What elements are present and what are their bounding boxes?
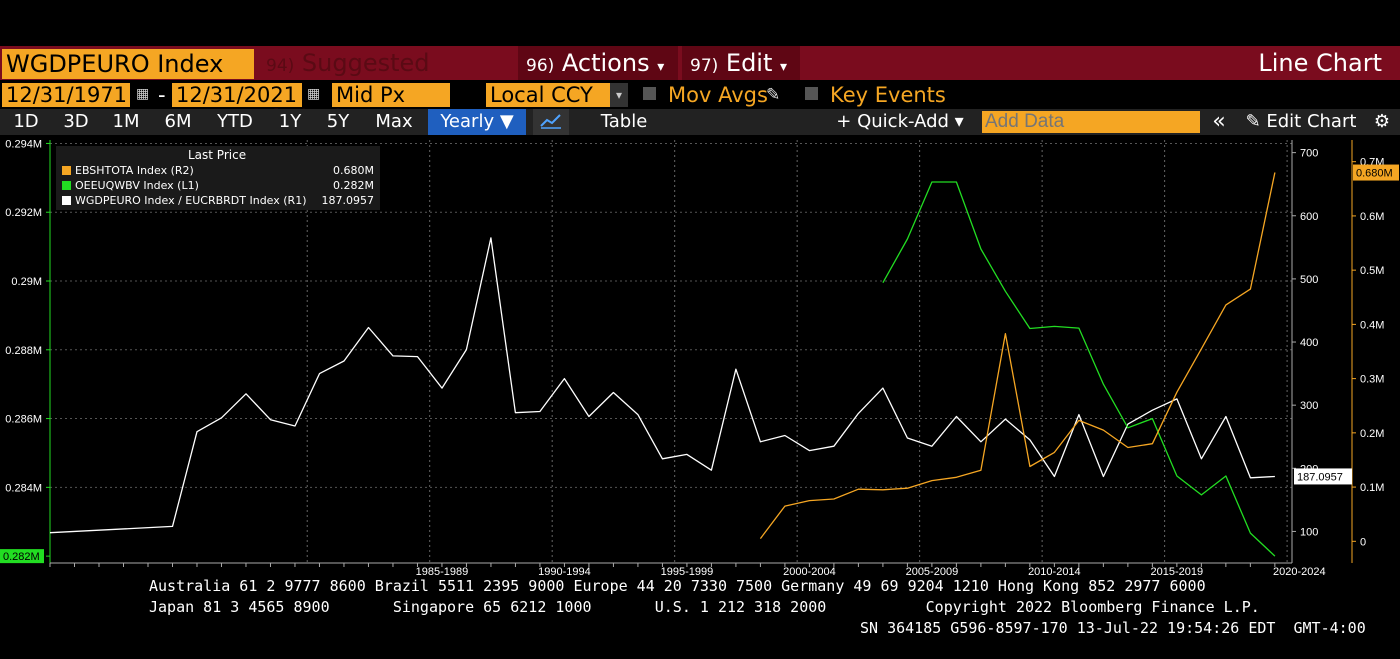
x-tick-label: 1990-1994 bbox=[538, 566, 591, 578]
right2-tick-label: 0.5M bbox=[1360, 265, 1384, 277]
quick-add-button[interactable]: + Quick-Add ▾ bbox=[836, 111, 964, 132]
suggested-charts-num: 94) bbox=[266, 56, 295, 76]
key-events-checkbox[interactable] bbox=[805, 87, 818, 100]
last-value-tag-right1 bbox=[1294, 468, 1352, 485]
left-tick-label: 0.294M bbox=[5, 138, 42, 150]
period-select[interactable]: Yearly ▼ bbox=[428, 109, 526, 135]
line-chart-icon[interactable] bbox=[533, 109, 569, 135]
tab-3d[interactable]: 3D bbox=[63, 111, 89, 132]
left-tick-label: 0.29M bbox=[11, 276, 42, 288]
tab-1y[interactable]: 1Y bbox=[278, 111, 302, 132]
price-field-select[interactable]: Mid Px bbox=[332, 83, 450, 107]
mov-avgs-checkbox[interactable] bbox=[643, 87, 656, 100]
chevron-down-icon: ▾ bbox=[780, 59, 788, 75]
chart-legend: Last Price EBSHTOTA Index (R2) 0.680M OEE… bbox=[56, 146, 380, 210]
tab-6m[interactable]: 6M bbox=[164, 111, 192, 132]
x-tick-label: 2000-2004 bbox=[783, 566, 836, 578]
right1-tick-label: 100 bbox=[1300, 526, 1318, 538]
x-tick-label: 2005-2009 bbox=[906, 566, 959, 578]
legend-value: 187.0957 bbox=[321, 194, 375, 207]
tab-1m[interactable]: 1M bbox=[112, 111, 140, 132]
calendar-icon[interactable]: ▦ bbox=[307, 86, 321, 102]
chevron-down-icon[interactable]: ▾ bbox=[610, 83, 628, 107]
table-button[interactable]: Table bbox=[600, 111, 648, 132]
right1-tick-label: 500 bbox=[1300, 274, 1318, 286]
start-date-field[interactable]: 12/31/1971 bbox=[2, 83, 130, 107]
tab-ytd[interactable]: YTD bbox=[217, 111, 253, 132]
end-date-field[interactable]: 12/31/2021 bbox=[172, 83, 302, 107]
chart-type-label: Line Chart bbox=[1258, 49, 1382, 77]
series-line bbox=[882, 181, 1276, 557]
legend-label: WGDPEURO Index / EUCRBRDT Index (R1) bbox=[75, 194, 307, 207]
right2-tick-label: 0.2M bbox=[1360, 428, 1384, 440]
x-tick-label: 1995-1999 bbox=[661, 566, 714, 578]
legend-label: OEEUQWBV Index (L1) bbox=[75, 179, 199, 192]
right2-tick-label: 0.1M bbox=[1360, 482, 1384, 494]
legend-label: EBSHTOTA Index (R2) bbox=[75, 164, 194, 177]
actions-num: 96) bbox=[526, 56, 555, 76]
edit-button[interactable]: 97) Edit ▾ bbox=[682, 46, 800, 80]
x-tick-label: 2010-2014 bbox=[1028, 566, 1081, 578]
edit-label: Edit bbox=[725, 49, 773, 77]
edit-num: 97) bbox=[690, 56, 719, 76]
last-value-tag-right2 bbox=[1353, 164, 1399, 181]
collapse-icon[interactable]: « bbox=[1212, 109, 1226, 134]
last-value-tag-left bbox=[0, 549, 44, 564]
footer-contacts-2: Japan 81 3 4565 8900 Singapore 65 6212 1… bbox=[149, 598, 1260, 616]
edit-chart-button[interactable]: ✎ Edit Chart bbox=[1245, 111, 1357, 132]
legend-swatch bbox=[62, 181, 71, 190]
key-events-label: Key Events bbox=[830, 83, 946, 107]
actions-button[interactable]: 96) Actions ▾ bbox=[518, 46, 678, 80]
gear-icon[interactable]: ⚙ bbox=[1373, 111, 1391, 132]
left-tick-label: 0.288M bbox=[5, 345, 42, 357]
legend-value: 0.282M bbox=[333, 179, 374, 192]
legend-value: 0.680M bbox=[333, 164, 374, 177]
legend-header: Last Price bbox=[188, 148, 247, 162]
legend-row-ebshtota: EBSHTOTA Index (R2) 0.680M bbox=[62, 163, 374, 178]
x-tick-label: 2020-2024 bbox=[1273, 566, 1326, 578]
x-tick-label: 2015-2019 bbox=[1151, 566, 1204, 578]
tab-max[interactable]: Max bbox=[375, 111, 413, 132]
right2-tick-label: 0 bbox=[1360, 536, 1366, 548]
right2-tick-label: 0.6M bbox=[1360, 211, 1384, 223]
left-tick-label: 0.286M bbox=[5, 414, 42, 426]
legend-row-wgdpeuro: WGDPEURO Index / EUCRBRDT Index (R1) 187.… bbox=[62, 193, 374, 208]
right2-tick-label: 0.4M bbox=[1360, 319, 1384, 331]
last-value-tag-right1-text: 187.0957 bbox=[1297, 471, 1343, 483]
pencil-icon[interactable]: ✎ bbox=[766, 85, 781, 105]
tab-5y[interactable]: 5Y bbox=[326, 111, 350, 132]
add-data-input[interactable] bbox=[982, 111, 1200, 133]
footer-contacts: Australia 61 2 9777 8600 Brazil 5511 239… bbox=[149, 577, 1206, 595]
currency-select[interactable]: Local CCY bbox=[486, 83, 610, 107]
tab-1d[interactable]: 1D bbox=[13, 111, 39, 132]
last-value-tag-left-text: 0.282M bbox=[3, 551, 40, 563]
actions-label: Actions bbox=[561, 49, 650, 77]
left-tick-label: 0.284M bbox=[5, 482, 42, 494]
calendar-icon[interactable]: ▦ bbox=[136, 86, 150, 102]
series-line bbox=[49, 237, 1275, 534]
date-separator: - bbox=[158, 83, 166, 107]
legend-swatch bbox=[62, 196, 71, 205]
right1-tick-label: 400 bbox=[1300, 337, 1318, 349]
chevron-down-icon: ▾ bbox=[657, 59, 665, 75]
legend-swatch bbox=[62, 166, 71, 175]
right2-tick-label: 0.3M bbox=[1360, 374, 1384, 386]
left-tick-label: 0.292M bbox=[5, 207, 42, 219]
series-line bbox=[759, 172, 1276, 539]
right1-tick-label: 600 bbox=[1300, 211, 1318, 223]
last-value-tag-right2-text: 0.680M bbox=[1356, 168, 1393, 180]
mov-avgs-label: Mov Avgs bbox=[668, 83, 768, 107]
ticker-field[interactable]: WGDPEURO Index bbox=[2, 49, 254, 79]
footer-session: SN 364185 G596-8597-170 13-Jul-22 19:54:… bbox=[860, 619, 1366, 637]
x-tick-label: 1985-1989 bbox=[416, 566, 469, 578]
legend-row-oeeuqwbv: OEEUQWBV Index (L1) 0.282M bbox=[62, 178, 374, 193]
right1-tick-label: 700 bbox=[1300, 148, 1318, 160]
right1-tick-label: 300 bbox=[1300, 400, 1318, 412]
